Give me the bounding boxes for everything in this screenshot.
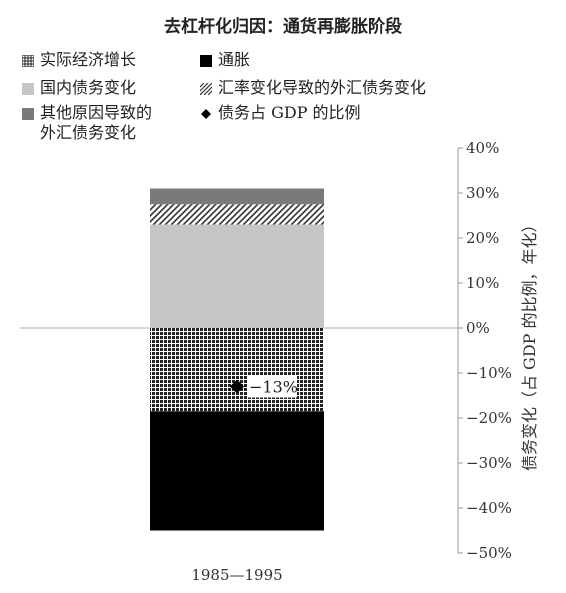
solid-black-swatch-icon: [200, 55, 212, 67]
y-tick-label: −20%: [466, 409, 512, 427]
legend-item-fx-debt-exchange: 汇率变化导致的外汇债务变化: [200, 78, 426, 98]
y-tick-label: −30%: [466, 454, 512, 472]
legend-item-inflation: 通胀: [200, 50, 250, 70]
legend-label-domestic-debt: 国内债务变化: [40, 78, 137, 97]
legend-label-real-growth: 实际经济增长: [40, 50, 137, 69]
legend-item-fx-debt-other: 其他原因导致的 外汇债务变化: [22, 103, 152, 143]
data-label-bg: [247, 375, 297, 398]
data-label: −13%: [249, 378, 298, 397]
bar-segment: [150, 204, 324, 225]
y-tick-label: 0%: [466, 319, 490, 337]
legend-item-debt-ratio: 债务占 GDP 的比例: [200, 103, 361, 123]
legend-item-domestic-debt: 国内债务变化: [22, 78, 136, 98]
bar-segment: [150, 328, 324, 412]
chart-title: 去杠杆化归因：通货再膨胀阶段: [164, 17, 402, 37]
diagonal-pattern-swatch-icon: [200, 83, 212, 95]
legend-label-fx-debt-other-line2: 外汇债务变化: [40, 123, 137, 142]
legend-label-fx-debt-other-line1: 其他原因导致的: [40, 103, 153, 122]
dark-gray-swatch-icon: [22, 108, 34, 120]
y-tick-label: −50%: [466, 544, 512, 562]
diamond-marker: [230, 379, 244, 394]
legend-label-fx-debt-exchange: 汇率变化导致的外汇债务变化: [218, 78, 427, 97]
legend-item-real-growth: 实际经济增长: [22, 50, 136, 70]
y-tick-label: 20%: [466, 229, 499, 247]
y-tick-label: 40%: [466, 139, 499, 157]
legend-label-inflation: 通胀: [218, 50, 251, 69]
grid-pattern-swatch-icon: [22, 55, 34, 67]
bar-segment: [150, 411, 324, 531]
bar-segment: [150, 224, 324, 328]
y-tick-label: 10%: [466, 274, 499, 292]
diamond-marker-icon: [201, 109, 211, 119]
y-tick-label: 30%: [466, 184, 499, 202]
y-tick-label: −10%: [466, 364, 512, 382]
y-tick-label: −40%: [466, 499, 512, 517]
x-category-label: 1985—1995: [191, 566, 282, 584]
bar-segment: [150, 188, 324, 205]
light-gray-swatch-icon: [22, 83, 34, 95]
legend-label-debt-ratio: 债务占 GDP 的比例: [218, 103, 361, 122]
y-axis-title: 债务变化（占 GDP 的比例，年化）: [520, 216, 539, 471]
